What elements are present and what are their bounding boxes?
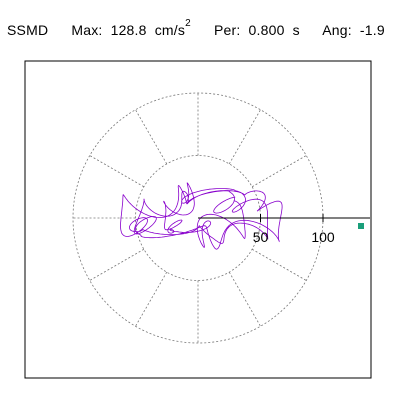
grid-spoke-30 [251,155,307,188]
max-unit-exponent: 2 [185,18,191,29]
grid-spoke-120 [135,109,168,165]
per-unit: s [292,21,300,38]
max-value: 128.8 [110,21,147,38]
ang-value: -1.9 [359,21,385,38]
radial-axis: 50 100 [198,214,370,245]
plot-title: SSMD Max: 128.8 cm/s2 Per: 0.800 s Ang: … [7,18,389,38]
peak-marker-group [358,223,364,229]
max-label: Max: [71,21,103,38]
ang-label: Ang: [322,21,352,38]
max-unit: cm/s2 [154,18,191,38]
grid-spoke-210 [89,248,145,281]
max-unit-text: cm/s [154,21,186,38]
title-label: SSMD [7,21,49,38]
per-value: 0.800 [248,21,285,38]
grid-spoke-240 [135,271,168,327]
per-label: Per: [213,21,241,38]
grid-spoke-150 [89,155,145,188]
grid-spoke-60 [228,109,261,165]
orbit-path [120,182,283,250]
grid-spoke-300 [228,271,261,327]
plot-frame [24,60,372,379]
orbit-trace [120,182,283,250]
radial-tick-label-100: 100 [311,229,335,245]
grid-spoke-330 [251,248,307,281]
radial-tick-label-50: 50 [253,229,269,245]
peak-marker [358,223,364,229]
